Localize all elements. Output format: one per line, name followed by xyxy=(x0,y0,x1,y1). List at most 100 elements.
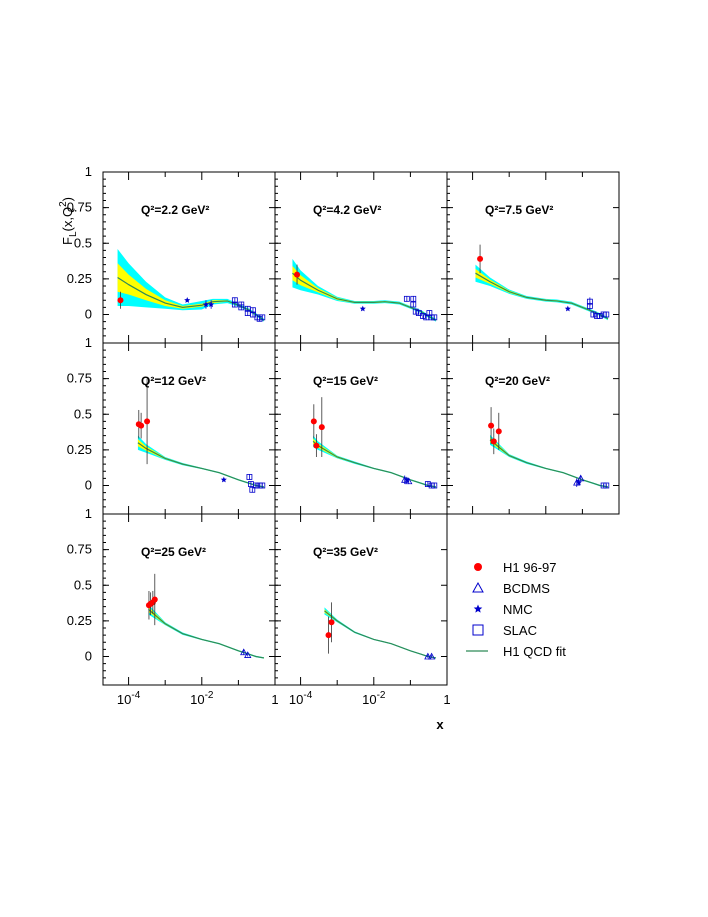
fit-line xyxy=(312,440,437,488)
y-tick-label: 0.75 xyxy=(67,542,92,557)
slac-point xyxy=(431,314,438,321)
x-tick-label: 1 xyxy=(443,692,450,707)
h1-point xyxy=(477,255,484,262)
y-tick-label: 1 xyxy=(85,506,92,521)
fit-line xyxy=(489,439,609,488)
legend-label: H1 QCD fit xyxy=(503,644,566,659)
legend-slac-marker xyxy=(472,624,484,636)
panel-q2-label: Q²=25 GeV² xyxy=(141,545,206,559)
panel-content xyxy=(475,244,610,321)
y-tick-label: 0 xyxy=(85,649,92,664)
slac-point xyxy=(424,481,431,487)
bcdms-point xyxy=(577,474,585,482)
slac-point xyxy=(259,314,266,321)
nmc-point xyxy=(403,476,410,483)
slac-point xyxy=(252,482,259,489)
h1-point xyxy=(328,619,335,626)
y-tick-label: 0.75 xyxy=(67,371,92,386)
panel-q2-label: Q²=2.2 GeV² xyxy=(141,203,209,217)
legend-label: NMC xyxy=(503,602,533,617)
legend-h1-marker xyxy=(474,563,482,571)
slac-point xyxy=(259,482,266,489)
legend-bcdms-marker xyxy=(472,581,484,593)
x-tick-label: 10-2 xyxy=(362,690,386,707)
bcdms-point xyxy=(424,652,432,660)
fit-line xyxy=(137,442,265,488)
panel-q2-label: Q²=15 GeV² xyxy=(313,374,378,388)
fit-line xyxy=(148,609,265,659)
axes-labels: 00.250.50.75100.250.50.75100.250.50.7511… xyxy=(58,164,451,732)
panel-7: Q²=25 GeV² xyxy=(102,513,276,686)
h1-point xyxy=(495,428,502,435)
nmc-point xyxy=(564,305,571,312)
h1-point xyxy=(318,424,325,431)
nmc-point xyxy=(202,301,210,308)
panel-content xyxy=(310,397,438,489)
panel-q2-label: Q²=7.5 GeV² xyxy=(485,203,553,217)
slac-point xyxy=(603,482,610,489)
h1-point xyxy=(488,422,495,429)
x-tick-label: 10-4 xyxy=(289,690,313,707)
panel-content xyxy=(488,407,610,489)
y-tick-label: 0.25 xyxy=(67,442,92,457)
legend-label: SLAC xyxy=(503,623,537,638)
y-tick-label: 0.5 xyxy=(74,577,92,592)
nmc-point xyxy=(184,297,191,303)
panels-group: Q²=2.2 GeV² Q²=4.2 GeV² Q²=7.5 GeV² Q²=12 G… xyxy=(102,171,620,686)
panel-3: Q²=7.5 GeV² xyxy=(446,171,620,344)
legend-nmc-marker xyxy=(473,604,483,613)
slac-point xyxy=(410,295,417,302)
bcdms-point xyxy=(240,648,248,656)
legend: H1 96-97 BCDMS NMC SLAC H1 QCD fit xyxy=(466,560,566,659)
nmc-point xyxy=(220,476,227,483)
y-tick-label: 0.75 xyxy=(67,200,92,215)
panel-q2-label: Q²=20 GeV² xyxy=(485,374,550,388)
slac-point xyxy=(246,474,253,480)
fit-band-inner xyxy=(292,266,436,321)
slac-point xyxy=(590,311,597,318)
h1-point xyxy=(151,596,158,603)
y-tick-label: 0.25 xyxy=(67,271,92,286)
x-tick-label: 10-2 xyxy=(190,690,214,707)
h1-point xyxy=(310,418,317,425)
fit-line xyxy=(292,272,437,321)
legend-entry-h1-qcd-fit: H1 QCD fit xyxy=(466,644,566,659)
y-tick-label: 1 xyxy=(85,164,92,179)
panel-2: Q²=4.2 GeV² xyxy=(274,171,448,344)
slac-point xyxy=(420,313,426,319)
panel-content xyxy=(145,573,265,659)
panel-6: Q²=20 GeV² xyxy=(446,342,620,515)
slac-point xyxy=(431,482,438,489)
panel-content xyxy=(117,248,266,322)
slac-point xyxy=(412,308,419,315)
panel-q2-label: Q²=35 GeV² xyxy=(313,545,378,559)
legend-entry-nmc: NMC xyxy=(473,602,533,617)
slac-point xyxy=(403,295,410,302)
y-tick-label: 0 xyxy=(85,307,92,322)
y-axis-label: FL(x,Q2) xyxy=(58,197,79,245)
legend-entry-slac: SLAC xyxy=(472,623,537,638)
panel-8: Q²=35 GeV² xyxy=(274,513,448,686)
legend-entry-bcdms: BCDMS xyxy=(472,581,550,596)
fit-line xyxy=(324,610,437,659)
y-tick-label: 0.5 xyxy=(74,406,92,421)
h1-point xyxy=(294,271,301,278)
slac-point xyxy=(231,301,238,308)
h1-point xyxy=(325,632,332,639)
fit-band-outer xyxy=(117,248,264,322)
x-tick-label: 10-4 xyxy=(117,690,141,707)
bcdms-point xyxy=(244,651,252,658)
panel-content xyxy=(135,378,266,493)
slac-point xyxy=(603,311,610,318)
slac-point xyxy=(423,314,430,321)
slac-point xyxy=(586,303,593,309)
legend-label: H1 96-97 xyxy=(503,560,556,575)
h1-point xyxy=(144,418,151,425)
bcdms-point xyxy=(427,652,436,660)
y-tick-label: 0.25 xyxy=(67,613,92,628)
h1-point xyxy=(117,297,124,304)
panel-q2-label: Q²=4.2 GeV² xyxy=(313,203,381,217)
nmc-point xyxy=(208,301,215,308)
h1-point xyxy=(313,442,320,449)
